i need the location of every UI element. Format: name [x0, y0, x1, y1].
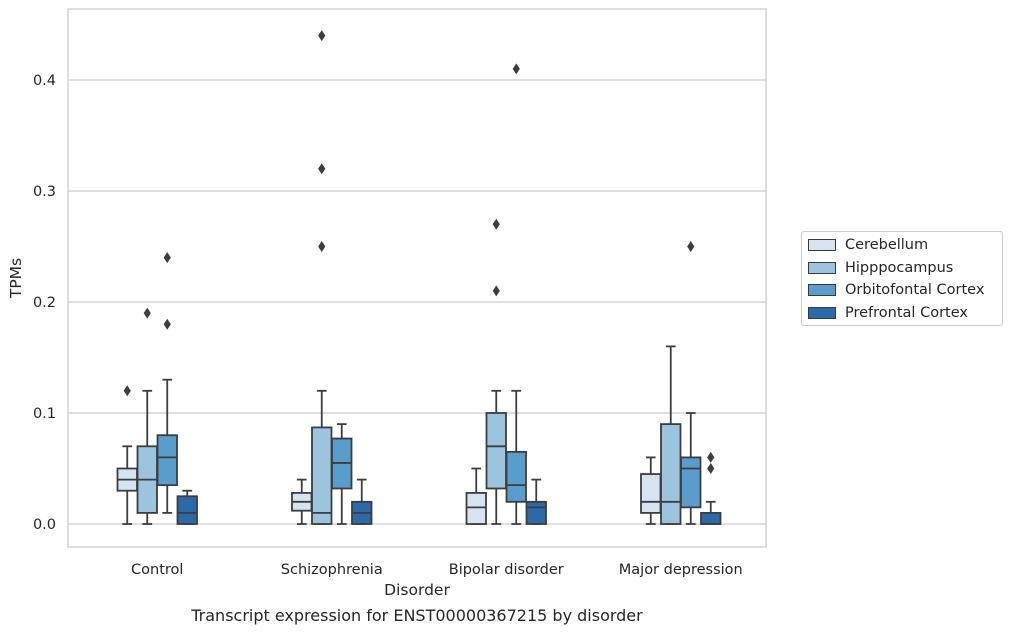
- legend-label: Cerebellum: [845, 237, 929, 253]
- y-tick-label: 0.3: [33, 184, 56, 200]
- box-prefrontal-cortex: [525, 478, 547, 525]
- x-tick-labels: Control Schizophrenia Bipolar disorder Majo…: [131, 562, 743, 578]
- box-iqr: [525, 500, 547, 525]
- box-cerebellum: [640, 456, 662, 525]
- x-tick-label: Major depression: [619, 562, 743, 578]
- box-iqr: [311, 426, 333, 525]
- box-hipppocampus: [485, 218, 507, 525]
- plot-frame: [67, 8, 767, 548]
- figure-caption: Transcript expression for ENST0000036721…: [191, 606, 643, 625]
- box-prefrontal-cortex: [176, 489, 198, 525]
- box-orbitofontal-cortex: [156, 252, 178, 514]
- y-tick-label: 0.1: [33, 406, 56, 422]
- box-iqr: [505, 450, 527, 503]
- outlier-point: [318, 30, 326, 42]
- legend: Cerebellum Hipppocampus Orbitofontal Corte…: [801, 231, 1003, 326]
- outlier-point: [123, 385, 131, 397]
- legend-swatch: [808, 261, 836, 274]
- box-iqr: [465, 492, 487, 525]
- outlier-point: [707, 451, 715, 463]
- box-iqr: [156, 434, 178, 487]
- legend-item: Prefrontal Cortex: [808, 303, 968, 323]
- box-iqr: [660, 423, 682, 525]
- legend-label: Hipppocampus: [845, 259, 954, 276]
- x-tick-label: Bipolar disorder: [449, 562, 564, 578]
- box-cerebellum: [465, 467, 487, 525]
- box-prefrontal-cortex: [351, 478, 373, 525]
- outlier-point: [163, 318, 171, 330]
- box-orbitofontal-cortex: [505, 63, 527, 525]
- legend-item: Hipppocampus: [808, 258, 953, 278]
- box-orbitofontal-cortex: [680, 241, 702, 525]
- box-iqr: [176, 495, 198, 525]
- box-prefrontal-cortex: [700, 451, 722, 525]
- box-hipppocampus: [136, 307, 158, 525]
- legend-swatch: [808, 239, 836, 251]
- y-tick-label: 0.2: [33, 295, 56, 311]
- outlier-point: [318, 241, 326, 252]
- legend-item: Cerebellum: [808, 235, 928, 255]
- outlier-point: [512, 63, 520, 75]
- legend-swatch: [808, 284, 836, 296]
- boxes-layer: [116, 30, 722, 525]
- box-iqr: [680, 456, 702, 509]
- box-cerebellum: [291, 478, 313, 525]
- box-cerebellum: [116, 385, 138, 525]
- legend-item: Orbitofontal Cortex: [808, 280, 984, 300]
- outlier-point: [492, 285, 500, 297]
- x-tick-label: Control: [131, 562, 183, 578]
- y-tick-label: 0.4: [33, 73, 56, 89]
- box-hipppocampus: [311, 30, 333, 525]
- outlier-point: [492, 218, 500, 230]
- legend-label: Prefrontal Cortex: [845, 304, 968, 321]
- box-iqr: [640, 473, 662, 514]
- box-hipppocampus: [660, 345, 682, 525]
- y-axis-label: TPMs: [7, 258, 25, 299]
- y-tick-labels: 0.0 0.1 0.2 0.3 0.4: [33, 73, 56, 533]
- outlier-point: [143, 307, 151, 319]
- box-iqr: [485, 412, 507, 490]
- x-axis-label: Disorder: [384, 581, 450, 599]
- legend-label: Orbitofontal Cortex: [845, 282, 985, 298]
- outlier-point: [163, 252, 171, 264]
- x-tick-label: Schizophrenia: [281, 562, 383, 578]
- outlier-point: [318, 163, 326, 175]
- box-iqr: [700, 512, 722, 525]
- y-tick-label: 0.0: [33, 517, 56, 533]
- outlier-point: [707, 463, 715, 474]
- legend-swatch: [808, 306, 836, 319]
- outlier-point: [687, 241, 695, 252]
- box-orbitofontal-cortex: [331, 423, 353, 525]
